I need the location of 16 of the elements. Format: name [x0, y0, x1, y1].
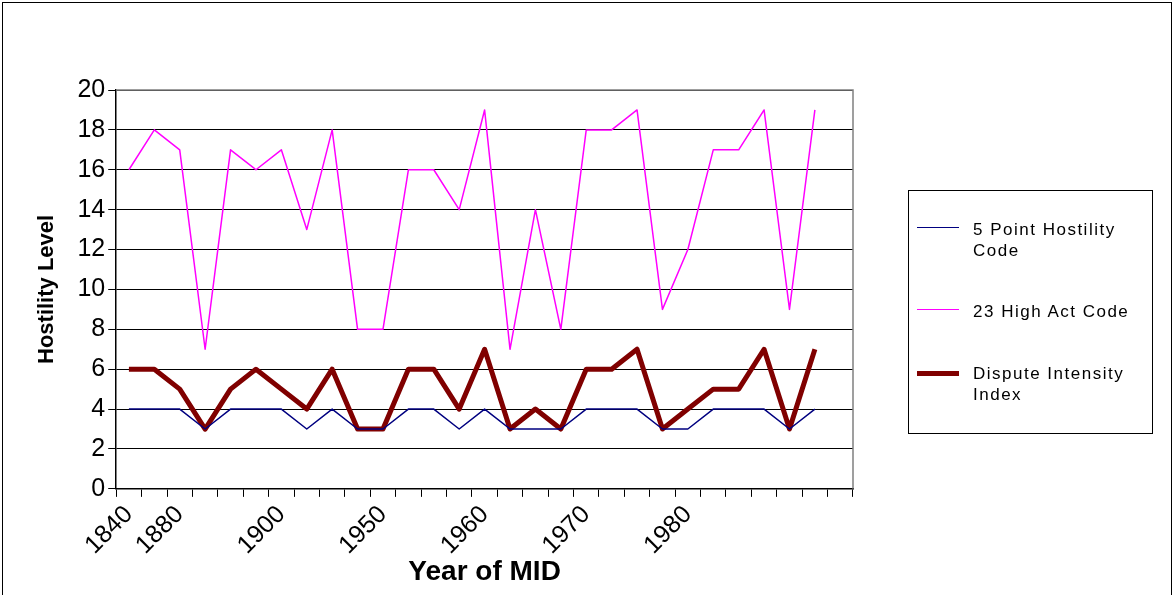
x-axis-title: Year of MID	[408, 554, 561, 586]
y-tick-label: 4	[91, 392, 106, 421]
legend-label: Dispute Intensity Index	[973, 362, 1126, 405]
y-tick-label: 6	[91, 353, 106, 382]
y-tick-label: 0	[91, 472, 106, 501]
y-tick-label: 20	[77, 73, 106, 102]
y-tick-label: 10	[77, 273, 106, 302]
y-tick-label: 8	[91, 313, 106, 342]
y-tick-label: 16	[77, 153, 106, 182]
y-tick-label: 12	[77, 233, 106, 262]
y-tick-label: 14	[77, 193, 106, 222]
legend-label: 23 High Act Code	[973, 301, 1131, 323]
y-axis-title: Hostility Level	[33, 214, 59, 365]
legend-label: 5 Point Hostility Code	[973, 219, 1117, 262]
y-tick-label: 2	[91, 432, 106, 461]
y-tick-label: 18	[77, 113, 106, 142]
